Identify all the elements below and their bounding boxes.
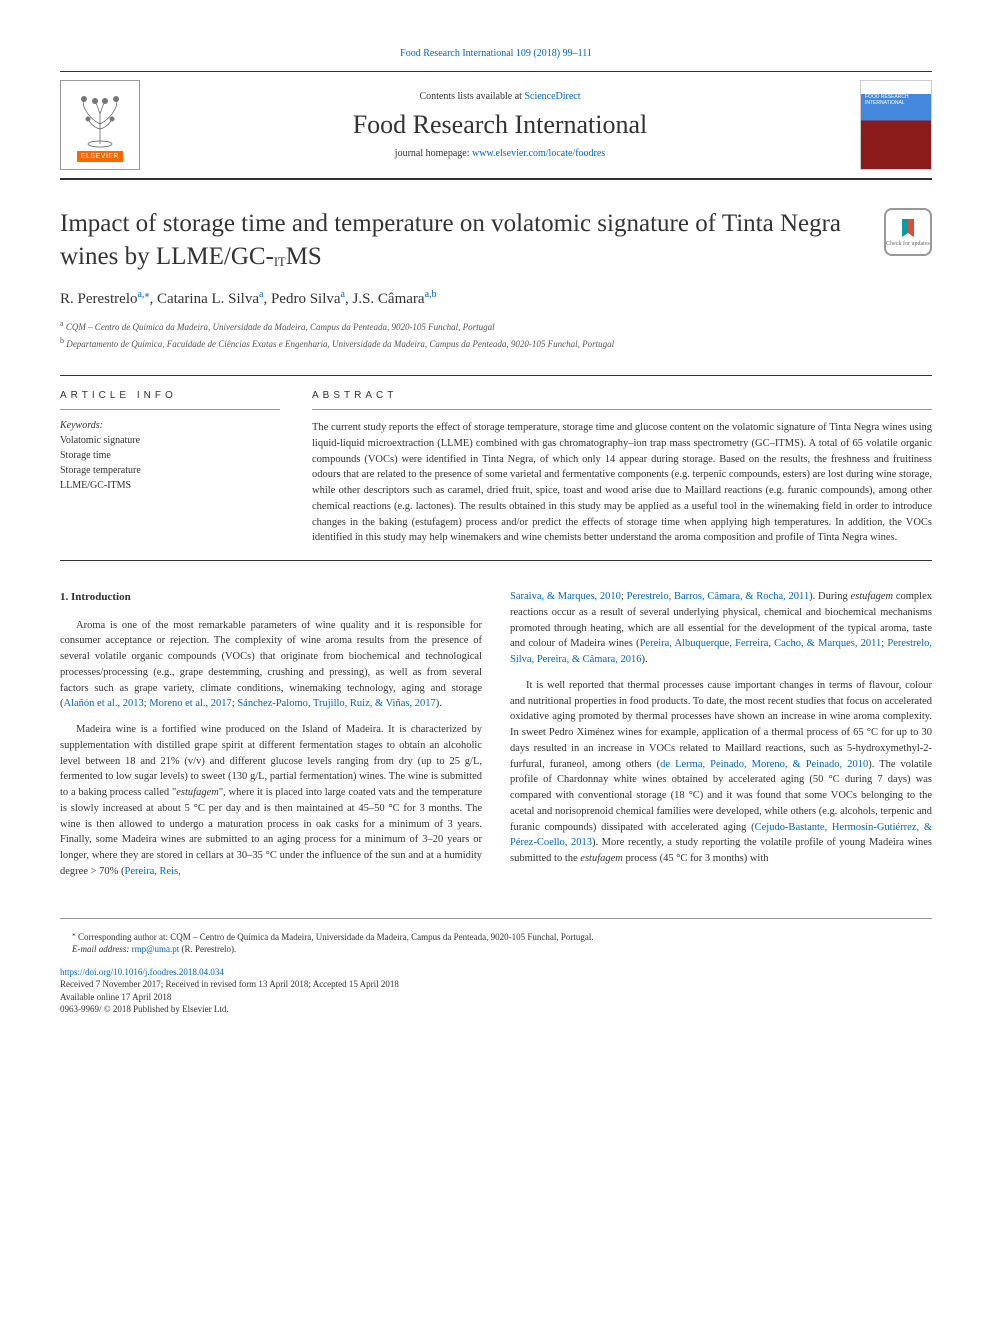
paragraph: Saraiva, & Marques, 2010; Perestrelo, Ba… (510, 589, 932, 668)
citation-link[interactable]: Food Research International 109 (2018) 9… (60, 48, 932, 59)
authors: R. Perestreloa,⁎, Catarina L. Silvaa, Pe… (60, 289, 932, 308)
footer: ⁎ Corresponding author at: CQM – Centro … (60, 918, 932, 1017)
article-info: ARTICLE INFO Keywords: Volatomic signatu… (60, 390, 280, 546)
elsevier-logo: ELSEVIER (60, 80, 140, 170)
citation-link[interactable]: Pereira, Albuquerque, Ferreira, Cacho, &… (640, 638, 882, 649)
section-heading: 1. Introduction (60, 589, 482, 606)
article-title: Impact of storage time and temperature o… (60, 208, 872, 273)
contents-line: Contents lists available at ScienceDirec… (419, 91, 580, 102)
article-info-heading: ARTICLE INFO (60, 390, 280, 410)
keywords-list: Volatomic signature Storage time Storage… (60, 433, 280, 493)
citation-link[interactable]: Sánchez-Palomo, Trujillo, Ruiz, & Viñas,… (237, 698, 435, 709)
cover-title: FOOD RESEARCH INTERNATIONAL (865, 95, 931, 106)
check-updates-badge[interactable]: Check for updates (884, 208, 932, 256)
updates-badge-label: Check for updates (886, 241, 930, 247)
homepage-link[interactable]: www.elsevier.com/locate/foodres (472, 148, 605, 159)
paragraph: Madeira wine is a fortified wine produce… (60, 722, 482, 880)
abstract: ABSTRACT The current study reports the e… (312, 390, 932, 546)
paragraph: It is well reported that thermal process… (510, 678, 932, 867)
citation-link[interactable]: Moreno et al., 2017 (149, 698, 232, 709)
doi-link[interactable]: https://doi.org/10.1016/j.foodres.2018.0… (60, 967, 224, 977)
keyword: Storage time (60, 448, 280, 463)
citation-link[interactable]: Pereira, Reis, (125, 866, 181, 877)
sciencedirect-link[interactable]: ScienceDirect (524, 91, 580, 102)
masthead-center: Contents lists available at ScienceDirec… (152, 80, 848, 170)
homepage-prefix: journal homepage: (395, 148, 472, 159)
keyword: LLME/GC-ITMS (60, 478, 280, 493)
abstract-heading: ABSTRACT (312, 390, 932, 410)
journal-cover-thumbnail: FOOD RESEARCH INTERNATIONAL (860, 80, 932, 170)
doi-block: https://doi.org/10.1016/j.foodres.2018.0… (60, 966, 932, 1016)
abstract-text: The current study reports the effect of … (312, 420, 932, 546)
journal-name: Food Research International (353, 110, 648, 140)
affiliations: a CQM – Centro de Química da Madeira, Un… (60, 318, 932, 351)
corresponding-author-note: ⁎ Corresponding author at: CQM – Centro … (60, 929, 932, 944)
homepage-line: journal homepage: www.elsevier.com/locat… (395, 148, 605, 159)
email-link[interactable]: rmp@uma.pt (132, 944, 180, 954)
elsevier-label: ELSEVIER (77, 151, 123, 162)
citation-link[interactable]: Alañón et al., 2013 (64, 698, 144, 709)
elsevier-tree-icon (70, 89, 130, 149)
keyword: Volatomic signature (60, 433, 280, 448)
email-note: E-mail address: rmp@uma.pt (R. Perestrel… (60, 943, 932, 956)
paragraph: Aroma is one of the most remarkable para… (60, 618, 482, 713)
body-text: 1. Introduction Aroma is one of the most… (60, 589, 932, 890)
keyword: Storage temperature (60, 463, 280, 478)
column-left: 1. Introduction Aroma is one of the most… (60, 589, 482, 890)
citation-link[interactable]: de Lerma, Peinado, Moreno, & Peinado, 20… (660, 759, 868, 770)
received-line: Received 7 November 2017; Received in re… (60, 978, 932, 991)
available-line: Available online 17 April 2018 (60, 991, 932, 1004)
issn-line: 0963-9969/ © 2018 Published by Elsevier … (60, 1003, 932, 1016)
masthead: ELSEVIER Contents lists available at Sci… (60, 71, 932, 180)
contents-prefix: Contents lists available at (419, 91, 524, 102)
bookmark-check-icon (896, 217, 920, 241)
citation-link[interactable]: Perestrelo, Barros, Câmara, & Rocha, 201… (627, 591, 810, 602)
keywords-label: Keywords: (60, 420, 280, 431)
column-right: Saraiva, & Marques, 2010; Perestrelo, Ba… (510, 589, 932, 890)
citation-link[interactable]: Saraiva, & Marques, 2010 (510, 591, 621, 602)
